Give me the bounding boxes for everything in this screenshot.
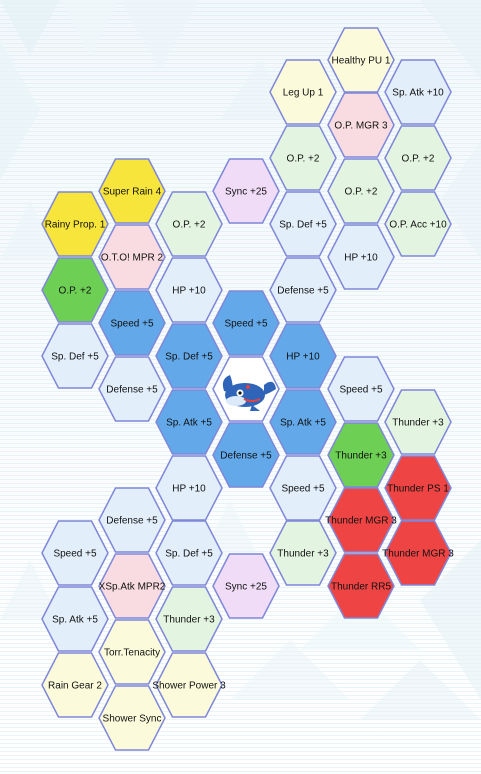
hex-tile[interactable]: O.P. +2 [41,257,109,323]
hex-tile-shape [98,158,166,224]
hex-tile[interactable]: Speed +5 [269,455,337,521]
hex-tile-shape [327,553,395,619]
hex-tile[interactable]: Sync +25 [212,553,280,619]
hex-tile[interactable]: Torr.Tenacity [98,619,166,685]
hex-tile-shape [327,224,395,290]
hex-tile-shape [384,520,452,586]
hex-tile-shape [269,455,337,521]
hex-tile[interactable]: Healthy PU 1 [327,27,395,93]
hex-tile-shape [269,520,337,586]
hex-tile-shape [41,323,109,389]
hex-tile[interactable]: HP +10 [327,224,395,290]
hex-tile[interactable]: Thunder PS 1 [384,455,452,521]
hex-tile-shape [212,422,280,488]
hex-tile-shape [41,652,109,718]
hex-tile-shape [212,158,280,224]
hex-tile[interactable]: O.P. +2 [384,125,452,191]
hex-tile-shape [41,191,109,257]
hex-tile[interactable]: Leg Up 1 [269,59,337,125]
hex-tile-shape [327,422,395,488]
hex-tile[interactable]: Sp. Def +5 [269,191,337,257]
hex-tile[interactable]: Sp. Atk +5 [155,389,223,455]
hex-tile-shape [269,191,337,257]
hex-tile[interactable]: HP +10 [269,323,337,389]
hex-tile[interactable]: Speed +5 [327,356,395,422]
hex-tile-shape [384,191,452,257]
hex-tile[interactable]: Shower Power 3 [152,652,226,718]
hex-tile[interactable]: Thunder +3 [155,586,223,652]
hex-tile-shape [327,487,395,553]
hex-tile-shape [155,389,223,455]
hex-tile[interactable]: Sync +25 [212,158,280,224]
hex-tile[interactable]: Sp. Def +5 [155,323,223,389]
hex-tile-shape [327,92,395,158]
hex-tile[interactable]: O.P. Acc +10 [384,191,452,257]
hex-tile[interactable]: Sp. Atk +5 [41,586,109,652]
center-character [212,356,280,422]
hex-tile[interactable]: O.T.O! MPR 2 [98,224,166,290]
hex-tile-shape [155,455,223,521]
hex-tile-shape [98,290,166,356]
hex-tile-shape [41,257,109,323]
hex-tile[interactable]: Defense +5 [98,487,166,553]
hex-tile-shape [212,553,280,619]
hex-tile[interactable]: Sp. Atk +5 [269,389,337,455]
hex-tile-shape [384,59,452,125]
hex-tile[interactable]: O.P. +2 [327,158,395,224]
hex-tile[interactable]: Sp. Def +5 [155,520,223,586]
hex-tile-shape [269,389,337,455]
hex-tile[interactable]: HP +10 [155,455,223,521]
hex-tile-shape [327,158,395,224]
hex-tile-shape [155,652,223,718]
hex-tile[interactable]: Thunder +3 [327,422,395,488]
hex-tile[interactable]: Thunder +3 [384,389,452,455]
hex-tile[interactable]: Speed +5 [98,290,166,356]
hex-tile[interactable]: Super Rain 4 [98,158,166,224]
hex-tile[interactable]: Sp. Def +5 [41,323,109,389]
hex-tile-shape [155,586,223,652]
hex-tile[interactable]: Speed +5 [212,290,280,356]
hex-tile[interactable]: XSp.Atk MPR2 [98,553,166,619]
hex-tile[interactable]: Thunder +3 [269,520,337,586]
hex-tile-shape [98,619,166,685]
hex-tile-shape [155,257,223,323]
hex-tile[interactable]: Shower Sync [98,685,166,751]
hex-tile[interactable]: O.P. +2 [269,125,337,191]
hex-tile-shape [269,125,337,191]
hex-tile[interactable]: Sp. Atk +10 [384,59,452,125]
hex-tile[interactable]: Thunder RR5 [327,553,395,619]
hex-tile-shape [41,520,109,586]
hex-tile-shape [98,356,166,422]
hex-tile[interactable]: Thunder MGR 3 [325,487,397,553]
hex-tile[interactable]: Defense +5 [212,422,280,488]
hex-tile-shape [269,323,337,389]
hex-tile-shape [269,59,337,125]
hex-tile[interactable]: Rainy Prop. 1 [41,191,109,257]
hex-tile[interactable]: O.P. +2 [155,191,223,257]
hex-tile-shape [155,191,223,257]
hex-tile-shape [98,685,166,751]
hex-tile[interactable]: HP +10 [155,257,223,323]
hex-tile-shape [327,27,395,93]
hex-tile-shape [384,125,452,191]
hex-tile-shape [98,224,166,290]
hex-tile[interactable]: Rain Gear 2 [41,652,109,718]
kyogre-icon [222,375,276,411]
hex-tile[interactable]: Defense +5 [98,356,166,422]
hex-tile-shape [98,487,166,553]
hex-tile-shape [155,323,223,389]
hex-tile-shape [384,389,452,455]
hex-tile[interactable]: Defense +5 [269,257,337,323]
hex-tile[interactable]: O.P. MGR 3 [327,92,395,158]
hex-tile-shape [269,257,337,323]
hex-tile-shape [384,455,452,521]
hex-tile-shape [41,586,109,652]
hex-tile[interactable]: Thunder MGR 3 [382,520,454,586]
hex-tile-shape [98,553,166,619]
hex-tile-shape [155,520,223,586]
hex-tile-shape [327,356,395,422]
hex-tile[interactable]: Speed +5 [41,520,109,586]
hex-tile-shape [212,290,280,356]
